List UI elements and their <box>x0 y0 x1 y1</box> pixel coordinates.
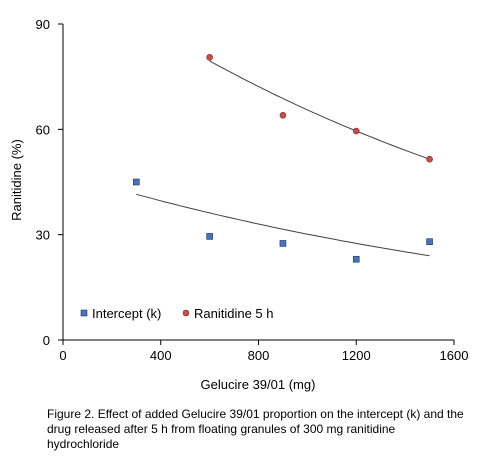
data-point <box>352 255 360 263</box>
data-point <box>279 111 287 119</box>
data-point <box>426 238 433 245</box>
trend-line-0 <box>136 193 430 257</box>
y-tick-label: 90 <box>36 17 50 32</box>
chart: 0 400 800 1200 1600 0 30 60 90 Intercept (k) Rani… <box>9 17 469 392</box>
axes: 0 400 800 1200 1600 0 30 60 90 <box>36 17 469 363</box>
data-point <box>206 54 213 61</box>
legend-marker <box>182 309 190 317</box>
data-point <box>206 233 213 240</box>
x-tick-label: 400 <box>150 348 172 363</box>
data-point <box>279 240 287 247</box>
y-axis-title: Ranitidine (%) <box>9 139 24 221</box>
figure-caption: Figure 2. Effect of added Gelucire 39/01… <box>47 407 464 451</box>
legend: Intercept (k) Ranitidine 5 h <box>80 306 274 321</box>
legend-marker <box>80 309 88 317</box>
y-tick-label: 30 <box>36 228 50 243</box>
x-tick-label: 1600 <box>440 348 469 363</box>
x-tick-label: 800 <box>248 348 270 363</box>
y-tick-label: 60 <box>36 122 50 137</box>
x-tick-label: 1200 <box>342 348 371 363</box>
trend-lines <box>136 60 430 257</box>
legend-label: Intercept (k) <box>92 306 161 321</box>
data-point <box>426 155 433 163</box>
data-points <box>133 54 433 263</box>
y-tick-label: 0 <box>43 333 50 348</box>
data-point <box>352 127 360 135</box>
legend-label: Ranitidine 5 h <box>194 306 274 321</box>
x-axis-title: Gelucire 39/01 (mg) <box>201 377 316 392</box>
x-tick-label: 0 <box>59 348 66 363</box>
data-point <box>133 178 140 186</box>
trend-line-1 <box>209 60 430 160</box>
